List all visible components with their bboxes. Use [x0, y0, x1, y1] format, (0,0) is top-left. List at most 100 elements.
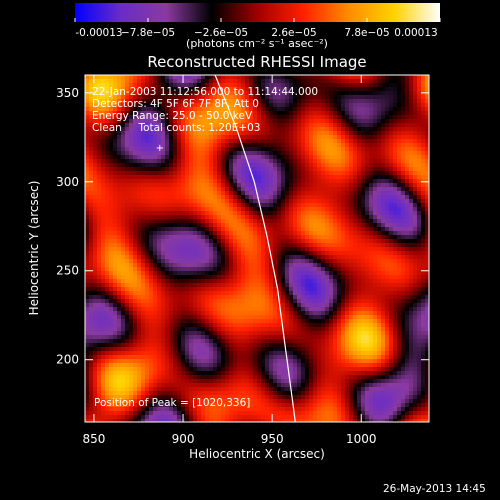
heatmap-cell: [309, 263, 313, 267]
heatmap-cell: [377, 151, 381, 155]
heatmap-cell: [361, 267, 365, 271]
heatmap-cell: [277, 207, 281, 211]
heatmap-cell: [365, 163, 369, 167]
heatmap-cell: [181, 231, 185, 235]
heatmap-cell: [425, 231, 429, 235]
heatmap-cell: [409, 175, 413, 179]
heatmap-cell: [389, 123, 393, 127]
heatmap-cell: [305, 283, 309, 287]
heatmap-cell: [177, 191, 181, 195]
heatmap-cell: [233, 91, 237, 95]
heatmap-cell: [409, 99, 413, 103]
heatmap-cell: [357, 95, 361, 99]
heatmap-cell: [357, 111, 361, 115]
heatmap-cell: [385, 271, 389, 275]
heatmap-cell: [377, 79, 381, 83]
heatmap-cell: [357, 235, 361, 239]
heatmap-cell: [401, 243, 405, 247]
heatmap-cell: [209, 139, 213, 143]
heatmap-cell: [389, 175, 393, 179]
heatmap-cell: [177, 111, 181, 115]
heatmap-cell: [197, 235, 201, 239]
heatmap-cell: [169, 283, 173, 287]
heatmap-cell: [121, 235, 125, 239]
heatmap-cell: [193, 99, 197, 103]
heatmap-cell: [93, 103, 97, 107]
heatmap-cell: [205, 103, 209, 107]
heatmap-cell: [145, 199, 149, 203]
heatmap-cell: [405, 115, 409, 119]
heatmap-cell: [181, 179, 185, 183]
heatmap-cell: [285, 235, 289, 239]
heatmap-cell: [285, 223, 289, 227]
heatmap-cell: [93, 243, 97, 247]
heatmap-cell: [245, 215, 249, 219]
heatmap-cell: [265, 199, 269, 203]
heatmap-cell: [165, 235, 169, 239]
heatmap-cell: [321, 303, 325, 307]
heatmap-cell: [289, 219, 293, 223]
heatmap-cell: [141, 279, 145, 283]
heatmap-cell: [257, 207, 261, 211]
heatmap-cell: [409, 163, 413, 167]
heatmap-cell: [101, 99, 105, 103]
heatmap-cell: [409, 203, 413, 207]
heatmap-cell: [381, 219, 385, 223]
heatmap-cell: [193, 123, 197, 127]
heatmap-cell: [189, 155, 193, 159]
heatmap-cell: [337, 151, 341, 155]
heatmap-cell: [345, 111, 349, 115]
heatmap-cell: [349, 79, 353, 83]
heatmap-cell: [145, 95, 149, 99]
heatmap-cell: [217, 115, 221, 119]
heatmap-cell: [221, 223, 225, 227]
heatmap-cell: [193, 163, 197, 167]
heatmap-cell: [405, 83, 409, 87]
heatmap-cell: [345, 171, 349, 175]
heatmap-cell: [225, 283, 229, 287]
heatmap-cell: [129, 215, 133, 219]
heatmap-cell: [109, 87, 113, 91]
heatmap-cell: [129, 95, 133, 99]
heatmap-cell: [309, 179, 313, 183]
heatmap-cell: [193, 83, 197, 87]
heatmap-cell: [365, 283, 369, 287]
heatmap-cell: [193, 291, 197, 295]
heatmap-cell: [273, 151, 277, 155]
heatmap-cell: [337, 211, 341, 215]
heatmap-cell: [117, 275, 121, 279]
heatmap-cell: [377, 171, 381, 175]
heatmap-cell: [121, 299, 125, 303]
heatmap-cell: [165, 203, 169, 207]
heatmap-cell: [125, 259, 129, 263]
heatmap-cell: [285, 83, 289, 87]
heatmap-cell: [225, 255, 229, 259]
heatmap-cell: [201, 139, 205, 143]
heatmap-cell: [121, 279, 125, 283]
heatmap-cell: [257, 179, 261, 183]
heatmap-cell: [245, 283, 249, 287]
heatmap-cell: [397, 295, 401, 299]
heatmap-cell: [149, 223, 153, 227]
heatmap-cell: [233, 99, 237, 103]
heatmap-cell: [421, 247, 425, 251]
heatmap-cell: [397, 279, 401, 283]
heatmap-cell: [133, 87, 137, 91]
heatmap-cell: [145, 283, 149, 287]
heatmap-cell: [393, 215, 397, 219]
heatmap-cell: [129, 239, 133, 243]
heatmap-cell: [413, 195, 417, 199]
heatmap-cell: [289, 191, 293, 195]
heatmap-cell: [357, 251, 361, 255]
heatmap-cell: [409, 87, 413, 91]
heatmap-cell: [125, 223, 129, 227]
heatmap-cell: [201, 207, 205, 211]
heatmap-cell: [293, 263, 297, 267]
heatmap-cell: [245, 275, 249, 279]
heatmap-cell: [253, 291, 257, 295]
heatmap-cell: [293, 183, 297, 187]
heatmap-cell: [413, 239, 417, 243]
heatmap-cell: [293, 211, 297, 215]
heatmap-cell: [189, 191, 193, 195]
heatmap-cell: [401, 79, 405, 83]
